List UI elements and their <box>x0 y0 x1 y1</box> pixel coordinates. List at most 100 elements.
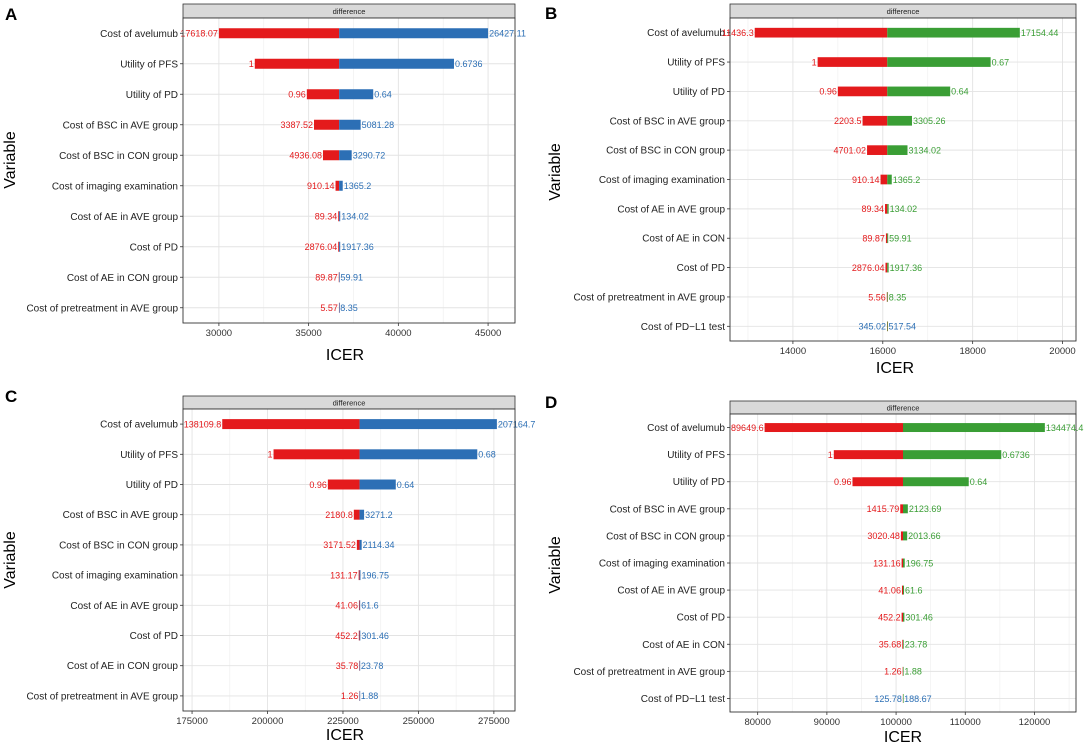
y-tick-label: Cost of AE in AVE group <box>617 204 725 215</box>
bar-high-label: 17154.44 <box>1021 28 1059 38</box>
x-tick-label: 275000 <box>478 716 510 727</box>
x-tick-label: 250000 <box>403 716 435 727</box>
y-tick-label: Cost of AE in CON group <box>67 273 179 284</box>
facet-strip-label: difference <box>333 7 366 16</box>
y-tick-label: Cost of BSC in CON group <box>606 146 725 157</box>
bar-high <box>903 450 1002 460</box>
y-tick-label: Cost of AE in AVE group <box>70 212 178 223</box>
bar-low-label: 0.96 <box>834 477 852 487</box>
bar-low-label: 1 <box>812 57 817 67</box>
y-tick-label: Cost of PD−L1 test <box>641 694 725 705</box>
bar-low-label: 131.16 <box>873 558 901 568</box>
bar-high-label: 1365.2 <box>344 181 372 191</box>
bar-low-label: 0.96 <box>309 480 327 490</box>
bar-low-label: 0.96 <box>819 87 837 97</box>
bar-high <box>887 57 991 67</box>
y-tick-label: Cost of pretreatment in AVE group <box>26 691 178 702</box>
bar-low <box>902 639 903 649</box>
bar-low <box>901 585 903 595</box>
x-axis-title: ICER <box>876 360 914 377</box>
facet-strip-label: difference <box>333 399 366 408</box>
bar-high-label: 134.02 <box>341 212 369 222</box>
bar-high-label: 0.64 <box>970 477 988 487</box>
y-tick-label: Cost of BSC in CON group <box>606 531 725 542</box>
y-tick-label: Cost of AE in CON group <box>67 661 179 672</box>
x-tick-label: 80000 <box>744 717 770 728</box>
x-tick-label: 16000 <box>870 346 896 357</box>
y-tick-label: Utility of PD <box>673 87 725 98</box>
bar-high <box>339 119 361 130</box>
y-tick-label: Utility of PFS <box>667 58 725 69</box>
bar-low-label: 41.06 <box>878 585 901 595</box>
panel-border <box>729 17 1077 342</box>
bar-low-label: 89.34 <box>315 212 338 222</box>
plot-area <box>183 18 515 323</box>
y-tick-label: Cost of pretreatment in AVE group <box>573 667 725 678</box>
bar-low-label: 89.87 <box>862 234 885 244</box>
bar-high <box>903 666 904 676</box>
bar-high-label: 59.91 <box>889 234 912 244</box>
bar-high <box>903 693 904 703</box>
x-tick-label: 100000 <box>880 717 912 728</box>
bar-low-label: 35.68 <box>879 640 902 650</box>
bar-high-label: 2013.66 <box>908 531 941 541</box>
bar-high-label: 134.02 <box>890 204 918 214</box>
bar-high-label: 301.46 <box>905 612 933 622</box>
bar-high-label: 23.78 <box>905 640 928 650</box>
x-tick-label: 35000 <box>295 328 321 339</box>
bar-high-label: 8.35 <box>889 292 907 302</box>
bar-low <box>817 57 888 67</box>
bar-low-label: 89.34 <box>861 204 884 214</box>
bar-low-label: 3020.48 <box>867 531 900 541</box>
y-tick-label: Utility of PD <box>126 480 178 491</box>
y-tick-label: Cost of BSC in AVE group <box>610 504 726 515</box>
bar-low <box>338 272 340 283</box>
bar-high-label: 61.6 <box>361 601 379 611</box>
x-tick-label: 30000 <box>206 328 232 339</box>
bar-high <box>359 660 361 671</box>
bar-high-label: 301.46 <box>361 631 389 641</box>
y-tick-label: Cost of avelumub <box>100 29 178 40</box>
bar-high <box>903 504 908 514</box>
bar-low <box>754 27 888 38</box>
y-axis-title: Variable <box>2 531 19 589</box>
bar-low-label: 452.2 <box>878 612 901 622</box>
bar-low <box>885 233 888 244</box>
bar-low-label: 2876.04 <box>852 263 885 273</box>
bar-low-label: 125.78 <box>874 694 902 704</box>
y-tick-label: Cost of AE in CON <box>642 640 725 651</box>
y-tick-label: Cost of AE in AVE group <box>70 601 178 612</box>
bar-low <box>218 28 340 39</box>
bar-high-label: 1917.36 <box>341 242 374 252</box>
bar-high <box>887 292 888 302</box>
bar-low <box>327 479 360 490</box>
bar-high-label: 0.64 <box>374 90 392 100</box>
bar-low-label: 1.26 <box>884 667 902 677</box>
bar-high <box>339 211 341 222</box>
bar-high-label: 0.64 <box>951 87 969 97</box>
bar-high-label: 196.75 <box>361 570 389 580</box>
y-tick-label: Cost of BSC in CON group <box>59 151 178 162</box>
bar-low-label: 3387.52 <box>280 120 313 130</box>
y-tick-label: Cost of imaging examination <box>599 559 725 570</box>
y-tick-label: Cost of PD <box>677 263 725 274</box>
bar-low <box>833 450 903 460</box>
bar-low <box>222 419 360 430</box>
bar-high <box>903 585 905 595</box>
bar-low-label: 41.06 <box>335 601 358 611</box>
bar-low-label: 35.78 <box>336 661 359 671</box>
bar-low <box>273 449 360 460</box>
bar-low <box>335 180 340 191</box>
bar-low-label: 89649.6 <box>731 423 764 433</box>
bar-low <box>901 612 903 622</box>
bar-low <box>356 539 360 550</box>
x-axis-title: ICER <box>884 729 922 744</box>
bar-low-label: 4936.08 <box>289 151 322 161</box>
bar-low-label: 1 <box>828 450 833 460</box>
bar-high <box>339 89 374 100</box>
bar-low <box>885 204 888 214</box>
